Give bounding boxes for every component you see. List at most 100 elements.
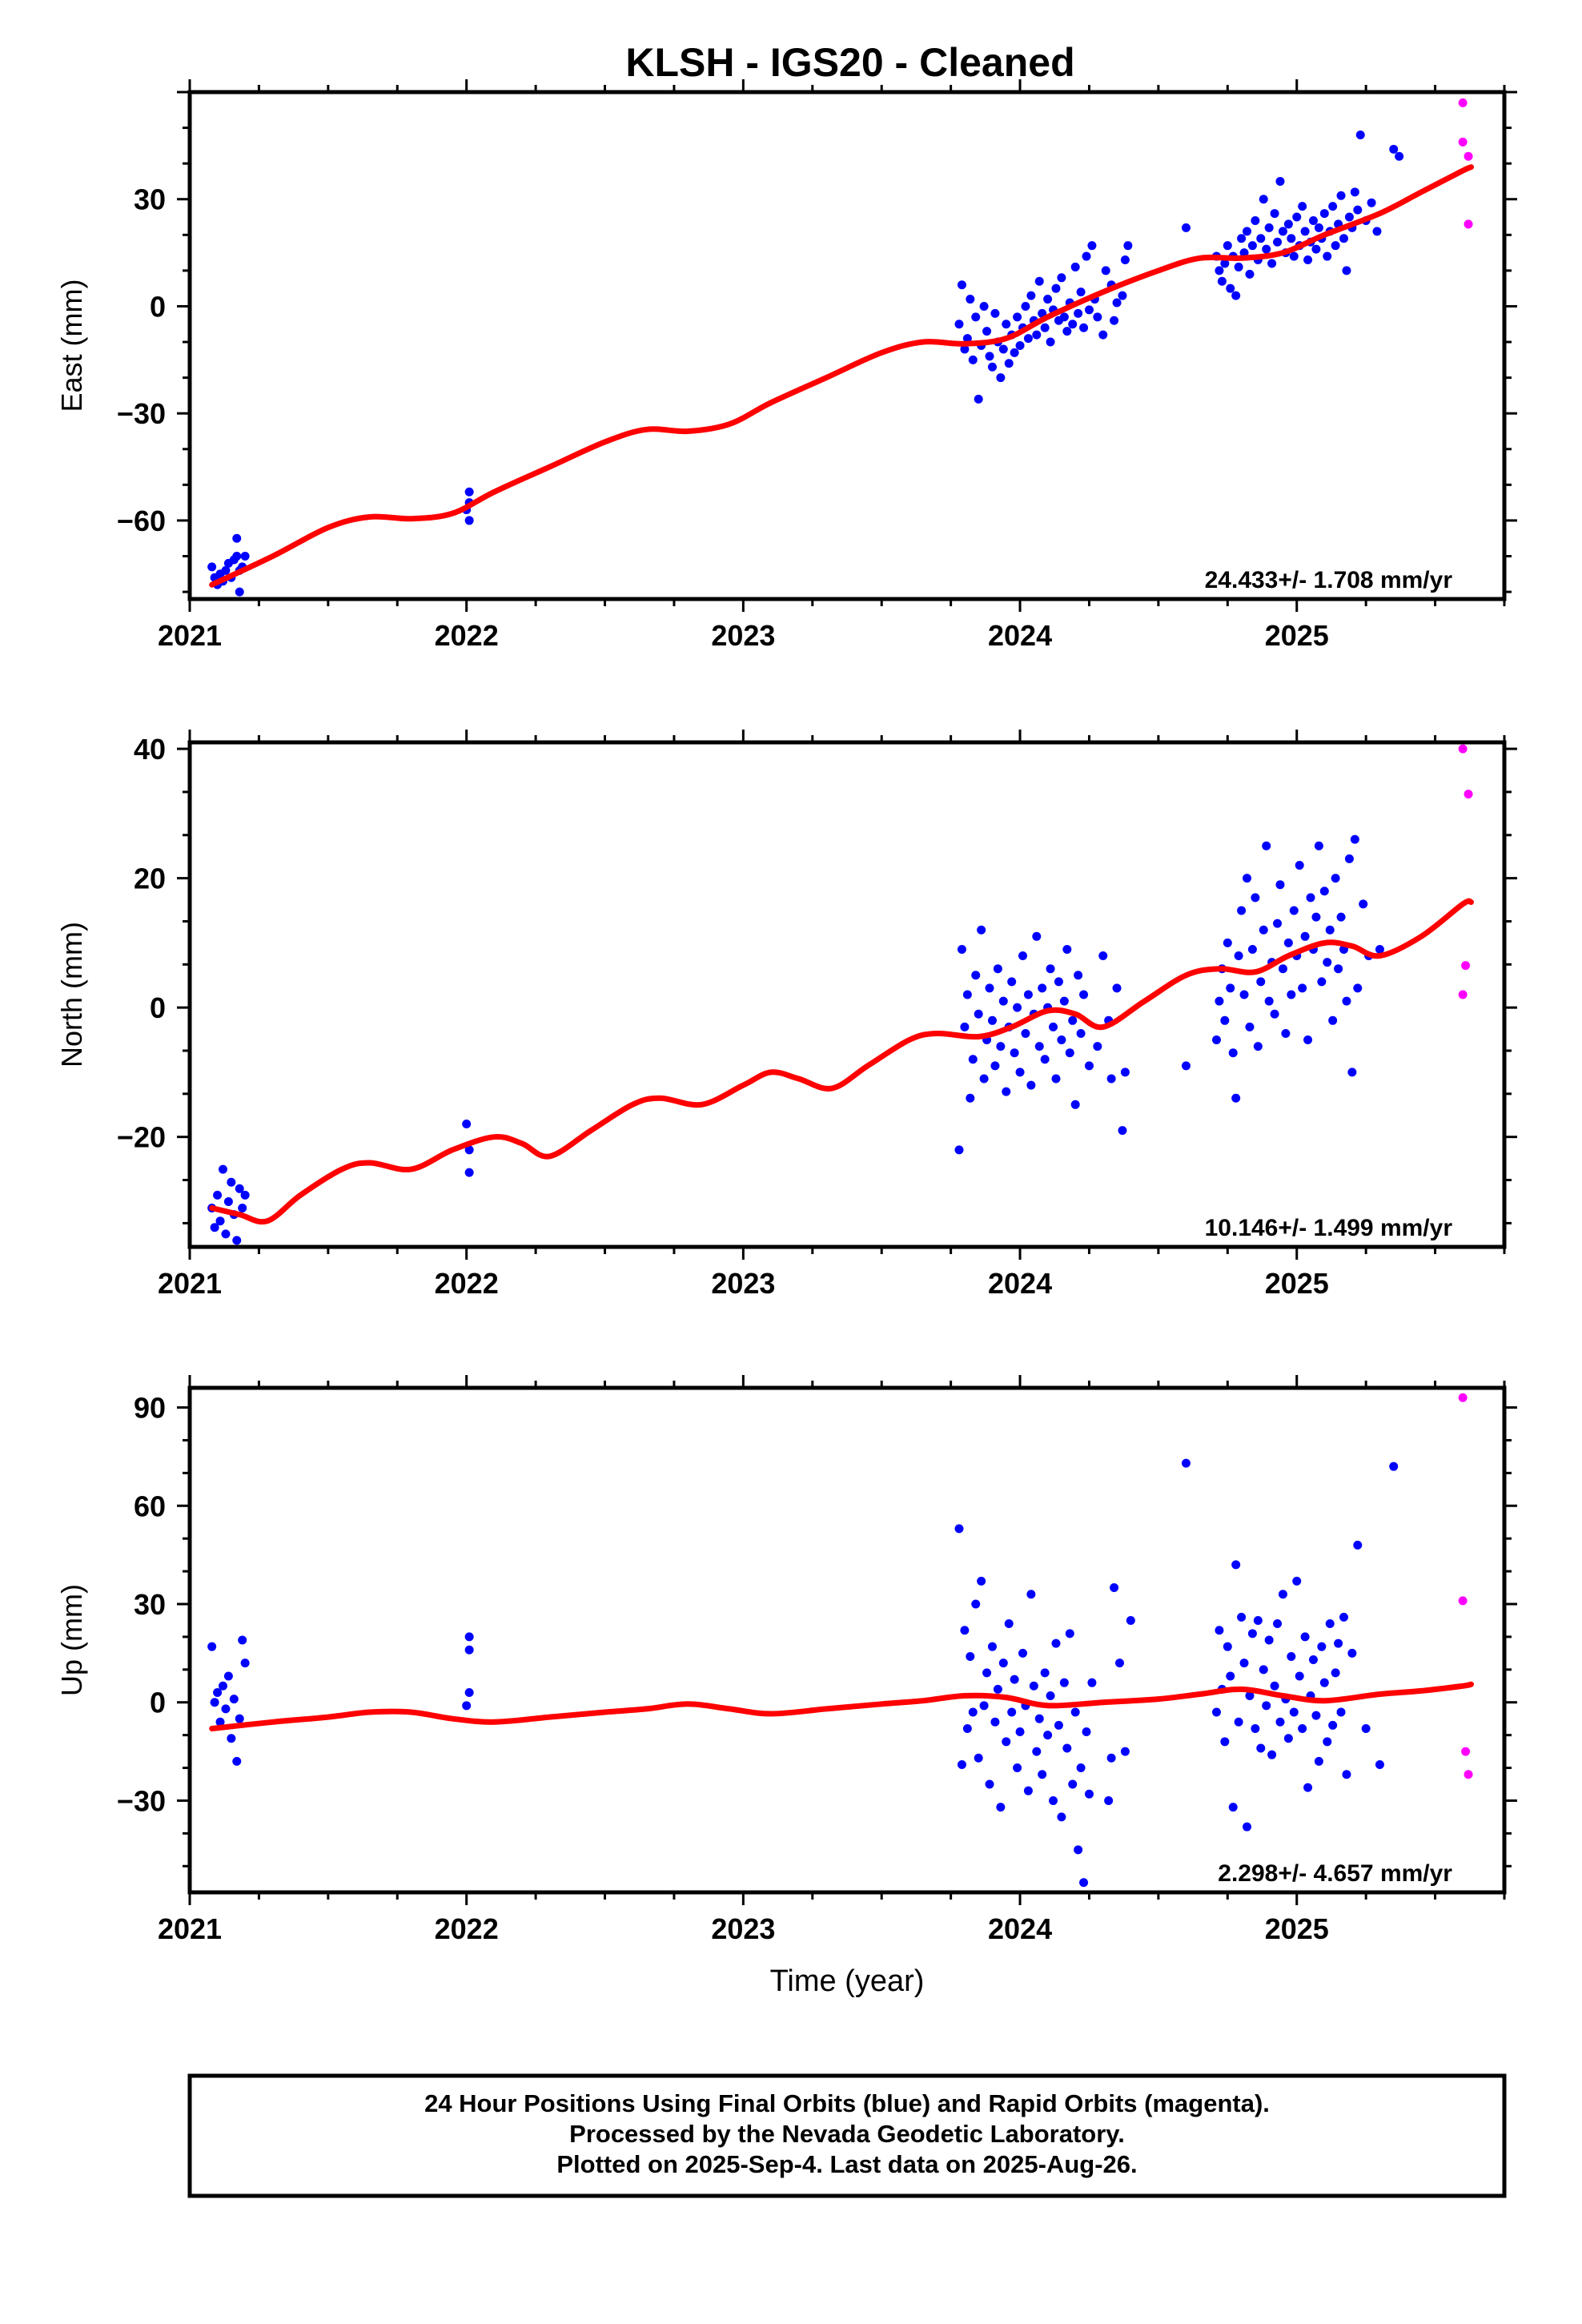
up-y-tick-label: −30 (117, 1784, 166, 1817)
figure-title: KLSH - IGS20 - Cleaned (625, 40, 1074, 85)
up-final-point (1228, 1803, 1238, 1812)
up-final-point (1273, 1619, 1283, 1629)
north-final-point (1007, 977, 1017, 987)
up-final-point (1319, 1678, 1329, 1687)
east-final-point (1062, 327, 1072, 336)
up-final-point (1120, 1747, 1130, 1756)
up-final-point (985, 1779, 994, 1789)
east-final-point (1292, 212, 1302, 222)
north-final-point (1353, 983, 1363, 993)
east-velocity-label: 24.433+/- 1.708 mm/yr (1205, 567, 1453, 593)
east-final-point (1123, 241, 1133, 251)
north-y-tick-label: 40 (134, 733, 166, 766)
north-final-point (966, 1093, 975, 1103)
north-final-point (974, 1009, 983, 1019)
east-model-line (209, 164, 1474, 588)
north-final-point (1359, 899, 1368, 909)
up-final-point (1074, 1845, 1083, 1855)
east-final-point (1026, 291, 1036, 300)
east-final-point (1275, 176, 1285, 186)
east-final-point (1298, 202, 1307, 211)
north-final-point (1018, 951, 1028, 961)
east-final-point (957, 280, 966, 290)
north-final-point (1342, 996, 1351, 1006)
north-final-point (962, 990, 972, 999)
east-final-point (1046, 337, 1055, 347)
footer-line-2: Processed by the Nevada Geodetic Laborat… (569, 2120, 1125, 2148)
north-final-point (1347, 1068, 1357, 1077)
up-final-point (1239, 1659, 1249, 1668)
north-final-point (1093, 1042, 1102, 1051)
north-final-point (227, 1177, 236, 1187)
up-final-point (1259, 1665, 1268, 1675)
up-final-point (1051, 1638, 1061, 1648)
east-final-point (1314, 223, 1323, 232)
up-final-point (229, 1695, 239, 1704)
up-final-point (232, 1756, 242, 1766)
up-final-point (1275, 1717, 1285, 1727)
up-final-point (966, 1651, 975, 1661)
north-final-point (968, 1055, 978, 1064)
up-final-point (1018, 1648, 1028, 1658)
east-final-point (1395, 151, 1404, 161)
up-final-point (1264, 1635, 1274, 1645)
up-final-point (1038, 1770, 1047, 1779)
east-final-point (996, 373, 1006, 383)
up-x-tick-label: 2024 (988, 1912, 1052, 1945)
east-panel: 2021 2022 2023 2024 2025 −60 −30 0 30 East (mm) 24… (55, 79, 1517, 652)
east-y-tick-label: 30 (134, 183, 166, 216)
up-final-point (1057, 1812, 1066, 1822)
east-final-point (998, 344, 1008, 354)
north-final-point (1319, 887, 1329, 896)
east-final-point (1270, 209, 1279, 219)
north-final-point (1303, 1035, 1313, 1045)
north-rapid-point (1458, 744, 1468, 754)
north-final-point (1283, 938, 1293, 947)
north-final-point (1215, 996, 1224, 1006)
up-final-point (1347, 1648, 1357, 1658)
north-final-point (1059, 996, 1069, 1006)
east-final-point (1372, 227, 1382, 236)
east-final-point (962, 334, 972, 344)
up-final-point (1223, 1642, 1232, 1651)
north-rapid-point (1461, 961, 1471, 971)
north-velocity-label: 10.146+/- 1.499 mm/yr (1205, 1215, 1453, 1241)
east-rapid-point (1464, 219, 1473, 229)
east-final-point (1389, 144, 1399, 154)
north-final-point (1251, 893, 1260, 903)
east-final-point (1300, 227, 1310, 236)
up-final-point (1253, 1615, 1263, 1625)
up-final-point (1339, 1612, 1349, 1622)
north-final-point (987, 1015, 997, 1025)
up-rapid-point (1458, 1393, 1468, 1402)
up-velocity-label: 2.298+/- 4.657 mm/yr (1218, 1860, 1452, 1887)
north-final-point (1350, 834, 1359, 844)
east-final-point (1079, 323, 1089, 332)
north-final-point (1245, 1022, 1255, 1031)
east-final-point (1118, 291, 1127, 300)
east-final-point (1084, 305, 1094, 315)
up-x-tick-label: 2022 (435, 1912, 499, 1945)
up-final-point (207, 1642, 217, 1651)
up-y-axis-label: Up (mm) (55, 1584, 88, 1696)
east-final-point (1120, 255, 1130, 265)
up-final-point (1076, 1763, 1086, 1773)
east-final-point (232, 552, 242, 561)
east-final-point (1087, 241, 1097, 251)
north-final-point (1231, 1093, 1241, 1103)
north-final-point (1023, 990, 1033, 999)
north-x-tick-label: 2025 (1265, 1267, 1329, 1300)
east-final-point (1262, 244, 1271, 254)
north-final-point (1289, 906, 1299, 915)
up-final-point (1007, 1707, 1017, 1717)
up-final-point (979, 1701, 989, 1711)
up-final-point (1245, 1691, 1255, 1701)
up-final-point (1010, 1675, 1019, 1684)
footer-box (187, 2073, 1507, 2198)
up-final-point (218, 1681, 227, 1691)
north-final-point (1253, 1042, 1263, 1051)
east-final-point (1342, 266, 1351, 275)
north-final-point (990, 1061, 1000, 1071)
up-y-tick-label: 90 (134, 1392, 166, 1425)
up-final-point (1068, 1779, 1078, 1789)
